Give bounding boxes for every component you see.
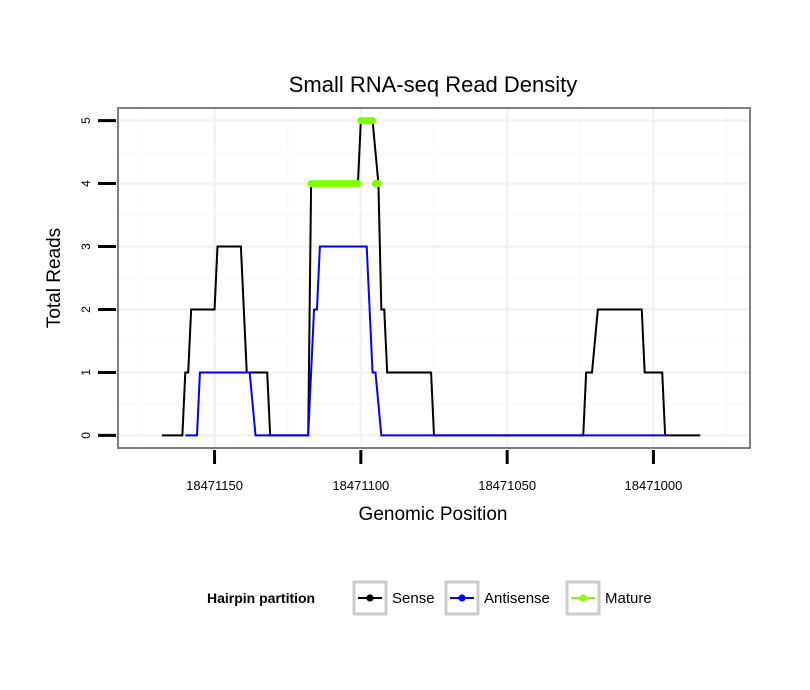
series-point-mature bbox=[374, 179, 383, 188]
y-tick-label: 0 bbox=[79, 432, 93, 439]
legend-item-mature: Mature bbox=[565, 580, 652, 616]
legend-label: Mature bbox=[605, 590, 652, 607]
series-point-mature bbox=[368, 116, 377, 125]
x-tick-label: 18471000 bbox=[625, 478, 683, 493]
y-axis: 0 1 2 3 4 5 bbox=[79, 117, 116, 439]
series-layer bbox=[161, 116, 701, 437]
legend-label: Sense bbox=[392, 590, 435, 607]
y-tick-label: 1 bbox=[79, 369, 93, 376]
y-axis-title: Total Reads bbox=[44, 228, 65, 328]
legend-item-sense: Sense bbox=[352, 580, 435, 616]
legend-title: Hairpin partition bbox=[207, 590, 315, 606]
y-tick-label: 4 bbox=[79, 180, 93, 187]
legend-label: Antisense bbox=[484, 590, 550, 607]
series-point-mature bbox=[354, 179, 362, 188]
legend-item-antisense: Antisense bbox=[444, 580, 550, 616]
plot-border bbox=[117, 107, 751, 449]
x-tick-label: 18471150 bbox=[186, 478, 243, 493]
legend-key-point bbox=[579, 594, 587, 602]
x-tick-label: 18471100 bbox=[332, 478, 389, 493]
legend: Hairpin partition Sense Antisense Mature bbox=[207, 580, 652, 616]
chart-title: Small RNA-seq Read Density bbox=[289, 72, 578, 97]
y-tick-label: 3 bbox=[79, 243, 93, 250]
x-axis: 18471150 18471100 18471050 18471000 bbox=[186, 450, 682, 493]
y-tick-label: 5 bbox=[79, 117, 93, 124]
series-line-antisense bbox=[185, 245, 666, 437]
x-tick-label: 18471050 bbox=[478, 478, 536, 493]
legend-key-point bbox=[458, 594, 466, 602]
legend-key-point bbox=[366, 594, 374, 602]
x-axis-title: Genomic Position bbox=[359, 504, 508, 525]
y-tick-label: 2 bbox=[79, 306, 93, 313]
